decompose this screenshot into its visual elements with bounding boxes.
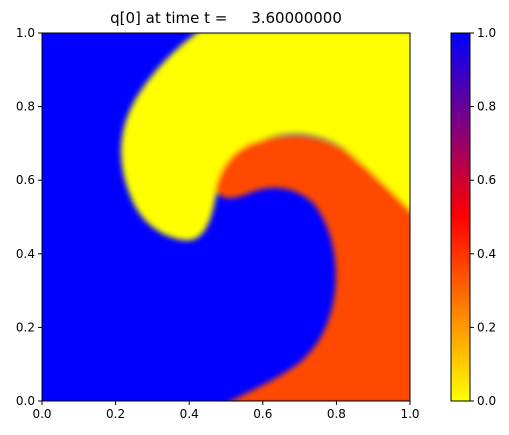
colorbar-tick-label: 0.2 (477, 320, 496, 334)
heatmap-inner-arm (215, 135, 410, 401)
colorbar (450, 32, 471, 402)
y-tick-label: 1.0 (16, 26, 35, 40)
y-tick-label: 0.2 (16, 320, 35, 334)
x-axis: 0.0 0.2 0.4 0.6 0.8 1.0 (32, 401, 420, 421)
x-tick-label: 0.4 (180, 407, 199, 421)
y-tick-label: 0.6 (16, 173, 35, 187)
x-tick-label: 1.0 (400, 407, 419, 421)
colorbar-tick-label: 0.8 (477, 100, 496, 114)
x-tick-label: 0.8 (327, 407, 346, 421)
colorbar-tick-label: 0.0 (477, 394, 496, 408)
chart-title: q[0] at time t = 3.60000000 (110, 9, 342, 27)
colorbar-tick-label: 0.4 (477, 247, 496, 261)
y-tick-label: 0.4 (16, 247, 35, 261)
heatmap-outer-arm (121, 33, 410, 241)
y-tick-label: 0.8 (16, 100, 35, 114)
x-tick-label: 0.2 (106, 407, 125, 421)
y-axis: 0.0 0.2 0.4 0.6 0.8 1.0 (16, 26, 42, 408)
x-tick-label: 0.0 (32, 407, 51, 421)
colorbar-axis: 0.0 0.2 0.4 0.6 0.8 1.0 (470, 26, 496, 408)
plot-frame (41, 32, 411, 402)
x-tick-label: 0.6 (253, 407, 272, 421)
heatmap (42, 33, 410, 401)
colorbar-tick-label: 0.6 (477, 173, 496, 187)
colorbar-tick-label: 1.0 (477, 26, 496, 40)
y-tick-label: 0.0 (16, 394, 35, 408)
